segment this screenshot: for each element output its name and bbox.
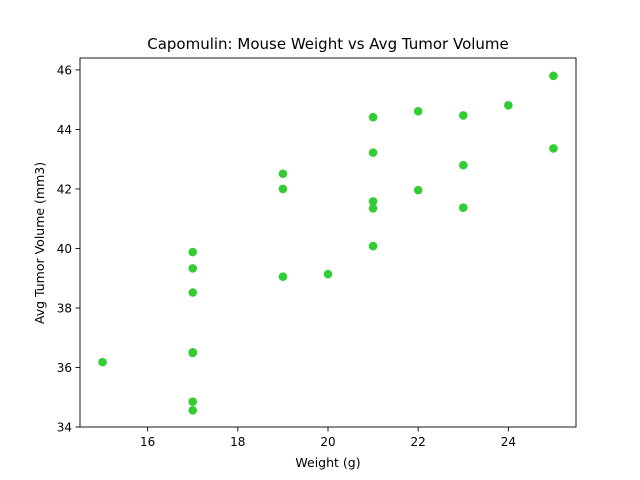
x-tick-label: 24 (501, 435, 516, 449)
data-point (368, 148, 378, 157)
data-point (278, 272, 288, 282)
y-tick-label: 44 (57, 123, 72, 137)
data-point (368, 241, 378, 251)
data-point (368, 197, 378, 206)
x-tick-label: 20 (320, 435, 335, 449)
data-point (278, 184, 288, 194)
data-point (549, 144, 558, 153)
y-tick-label: 36 (57, 361, 72, 375)
x-tick-label: 22 (411, 435, 426, 449)
data-point (278, 169, 288, 179)
data-point (323, 269, 333, 279)
y-tick-label: 40 (57, 242, 72, 256)
data-point (458, 203, 468, 212)
data-point (188, 247, 198, 257)
data-point (504, 101, 513, 110)
y-tick-label: 46 (57, 63, 72, 77)
data-point (188, 264, 198, 273)
data-point (549, 71, 558, 81)
data-point (413, 106, 423, 116)
data-point (188, 348, 198, 358)
x-tick-label: 18 (230, 435, 245, 449)
data-point (458, 111, 468, 120)
data-point (188, 288, 198, 297)
y-tick-label: 42 (57, 182, 72, 196)
data-points (98, 71, 558, 415)
data-point (413, 185, 423, 195)
plot-frame (79, 57, 577, 428)
x-tick-label: 16 (140, 435, 155, 449)
y-tick-label: 38 (57, 301, 72, 315)
data-point (368, 112, 378, 122)
y-axis-label: Avg Tumor Volume (mm3) (32, 162, 47, 324)
y-tick-label: 34 (57, 421, 72, 435)
data-point (368, 203, 378, 213)
data-point (188, 406, 198, 415)
chart-title: Capomulin: Mouse Weight vs Avg Tumor Vol… (147, 35, 509, 53)
axes: 16 18 20 22 24 34 36 38 40 42 44 46 (57, 57, 577, 449)
data-point (98, 357, 107, 367)
data-point (458, 160, 468, 170)
x-axis-label: Weight (g) (295, 455, 360, 470)
data-point (188, 397, 198, 407)
